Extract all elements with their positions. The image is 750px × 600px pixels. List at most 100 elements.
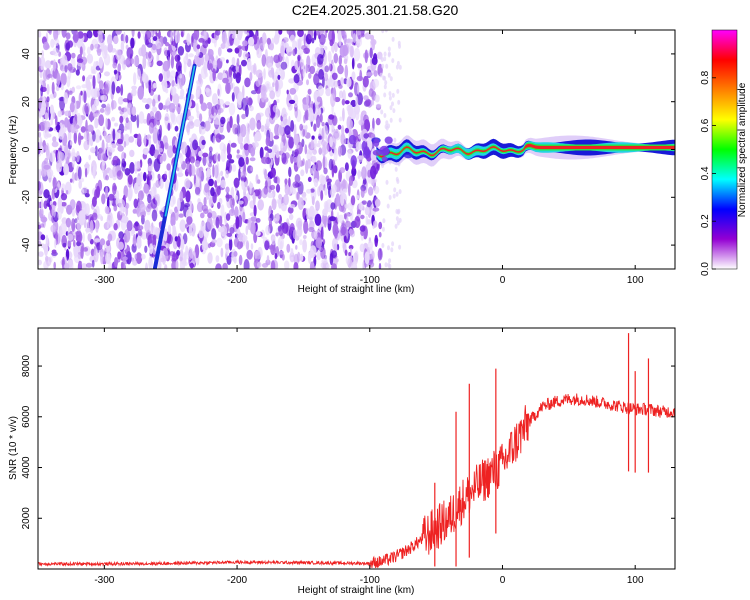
- snr-x-tick-label: -300: [94, 575, 114, 586]
- spectrogram-noise-cell: [315, 200, 320, 211]
- spectrogram-noise-cell: [123, 229, 131, 243]
- spectrogram-noise-cell: [228, 102, 236, 116]
- spectrogram-noise-cell: [211, 239, 217, 244]
- spectrogram-noise-cell: [109, 215, 114, 227]
- spectrogram-noise-cell: [350, 195, 356, 206]
- spectrogram-noise-cell: [47, 73, 53, 79]
- spectrogram-noise-cell: [38, 30, 42, 38]
- spectrogram-noise-cell: [273, 135, 280, 140]
- spectrogram-noise-cell: [178, 95, 184, 100]
- spectrogram-noise-cell: [53, 261, 56, 269]
- spectrogram-noise-cell: [167, 145, 174, 158]
- spectrogram-noise-cell: [44, 60, 52, 70]
- spectrogram-noise-cell: [238, 31, 242, 41]
- spectrogram-noise-cell: [286, 89, 289, 95]
- spectrogram-noise-cell: [231, 92, 235, 102]
- spectrogram-noise-cell: [153, 82, 157, 89]
- spectrogram-noise-cell: [243, 259, 250, 269]
- colorbar-gradient: [711, 29, 738, 270]
- spectrogram-noise-cell: [323, 167, 328, 175]
- spectrogram-noise-cell: [289, 34, 296, 43]
- spectrogram-noise-cell: [77, 31, 84, 39]
- spectrogram-noise-cell: [272, 82, 275, 88]
- spectrogram-noise-cell: [188, 247, 193, 261]
- spectrogram-noise-cell: [249, 182, 254, 189]
- spectrogram-noise-cell: [391, 241, 395, 247]
- spectrogram-noise-cell: [395, 216, 399, 222]
- snr-x-axis: -300 -200 -100 0 100: [94, 328, 644, 586]
- spectrogram-noise-cell: [327, 207, 332, 213]
- spectrogram-noise-cell: [309, 216, 313, 225]
- spectrogram-noise-cell: [360, 187, 365, 198]
- spectrogram-noise-cell: [92, 69, 96, 74]
- spectrogram-x-tick-label: 100: [627, 275, 644, 286]
- spectrogram-noise-cell: [391, 58, 395, 64]
- spectrogram-noise-cell: [153, 158, 161, 172]
- spectrogram-noise-cell: [387, 262, 391, 268]
- spectrogram-noise-cell: [40, 84, 44, 97]
- spectrogram-noise-cell: [347, 104, 354, 118]
- spectrogram-noise-cell: [195, 89, 200, 98]
- spectrogram-noise-cell: [315, 160, 322, 171]
- spectrogram-noise-cell: [329, 136, 333, 148]
- spectrogram-noise-cell: [172, 145, 177, 154]
- spectrogram-noise-cell: [46, 168, 54, 178]
- spectrogram-noise-cell: [38, 180, 41, 191]
- spectrogram-noise-cell: [372, 39, 375, 51]
- spectrogram-noise-cell: [351, 261, 358, 269]
- spectrogram-noise-cell: [180, 31, 184, 38]
- spectrogram-noise-cell: [172, 224, 176, 232]
- spectrogram-noise-cell: [364, 251, 370, 265]
- spectrogram-noise-cell: [286, 243, 291, 253]
- spectrogram-signal-blob: [403, 153, 413, 159]
- spectrogram-noise-cell: [83, 90, 87, 104]
- spectrogram-noise-cell: [364, 32, 372, 40]
- spectrogram-noise-cell: [313, 178, 319, 188]
- spectrogram-noise-cell: [293, 74, 300, 84]
- spectrogram-heatmap: [38, 30, 675, 269]
- spectrogram-noise-cell: [152, 30, 155, 35]
- spectrogram-noise-cell: [167, 234, 173, 245]
- spectrogram-noise-cell: [253, 63, 257, 75]
- spectrogram-noise-cell: [241, 180, 245, 190]
- spectrogram-noise-cell: [166, 69, 170, 79]
- spectrogram-noise-cell: [338, 214, 345, 224]
- spectrogram-noise-cell: [145, 39, 149, 46]
- spectrogram-noise-cell: [212, 67, 216, 82]
- spectrogram-noise-cell: [207, 252, 213, 264]
- spectrogram-noise-cell: [45, 256, 52, 267]
- spectrogram-noise-cell: [381, 243, 385, 248]
- spectrogram-noise-cell: [324, 187, 328, 196]
- spectrogram-noise-cell: [111, 99, 114, 111]
- spectrogram-noise-cell: [219, 57, 226, 62]
- spectrogram-noise-cell: [112, 128, 116, 142]
- spectrogram-noise-cell: [233, 237, 240, 248]
- spectrogram-noise-cell: [312, 149, 317, 155]
- spectrogram-noise-cell: [313, 30, 317, 41]
- spectrogram-noise-cell: [137, 85, 144, 100]
- spectrogram-noise-cell: [264, 168, 268, 180]
- spectrogram-noise-cell: [159, 178, 164, 189]
- spectrogram-noise-cell: [318, 46, 324, 56]
- spectrogram-noise-cell: [101, 193, 106, 205]
- spectrogram-noise-cell: [136, 68, 141, 81]
- spectrogram-noise-cell: [86, 53, 94, 64]
- spectrogram-signal-blob: [381, 156, 388, 162]
- spectrogram-noise-cell: [239, 203, 243, 212]
- spectrogram-noise-cell: [94, 145, 98, 157]
- spectrogram-noise-cell: [174, 125, 179, 132]
- spectrogram-noise-cell: [356, 30, 363, 39]
- spectrogram-noise-cell: [299, 123, 304, 131]
- spectrogram-noise-cell: [220, 204, 225, 219]
- spectrogram-noise-cell: [92, 75, 96, 90]
- spectrogram-noise-cell: [329, 252, 334, 266]
- spectrogram-noise-cell: [56, 72, 61, 86]
- spectrogram-noise-cell: [369, 47, 373, 59]
- spectrogram-noise-cell: [46, 96, 50, 103]
- spectrogram-noise-cell: [242, 211, 246, 223]
- spectrogram-noise-cell: [164, 228, 168, 242]
- spectrogram-noise-cell: [215, 133, 222, 143]
- spectrogram-noise-cell: [164, 42, 170, 47]
- snr-y-axis: 2000 4000 6000 8000: [21, 354, 675, 529]
- spectrogram-noise-cell: [145, 262, 148, 269]
